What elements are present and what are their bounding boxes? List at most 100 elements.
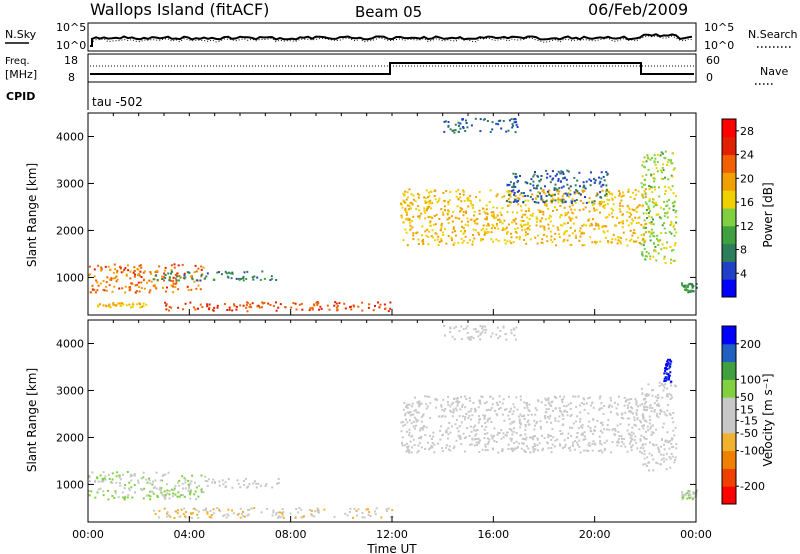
power-cell bbox=[164, 266, 167, 269]
velocity-cell bbox=[665, 414, 668, 417]
power-cell bbox=[459, 127, 462, 130]
power-cell bbox=[417, 205, 420, 208]
velocity-cell bbox=[122, 473, 125, 476]
velocity-cell bbox=[102, 480, 105, 483]
velocity-cell bbox=[462, 432, 465, 435]
velocity-cell bbox=[620, 416, 623, 419]
velocity-region-1 bbox=[204, 477, 280, 489]
velocity-cell bbox=[649, 427, 652, 430]
power-cell bbox=[116, 278, 119, 281]
power-cell bbox=[631, 218, 634, 221]
power-cell bbox=[251, 276, 254, 279]
power-cell bbox=[154, 271, 157, 273]
power-cell bbox=[607, 241, 610, 244]
velocity-cell bbox=[647, 429, 650, 432]
velocity-cell bbox=[490, 335, 492, 338]
power-cell bbox=[118, 287, 121, 290]
velocity-cell bbox=[605, 439, 608, 442]
velocity-colorbar-tick-label: -200 bbox=[740, 480, 765, 493]
velocity-cell bbox=[514, 447, 517, 450]
power-cell bbox=[272, 305, 275, 308]
power-cell bbox=[668, 207, 671, 210]
velocity-cell bbox=[479, 439, 482, 442]
power-cell bbox=[430, 201, 433, 204]
velocity-cell bbox=[255, 482, 258, 485]
power-cell bbox=[558, 187, 561, 190]
velocity-cell bbox=[281, 512, 284, 515]
power-cell bbox=[193, 280, 196, 283]
power-cell bbox=[100, 267, 103, 270]
velocity-cell bbox=[627, 423, 630, 426]
velocity-cell bbox=[544, 415, 547, 418]
power-cell bbox=[558, 236, 561, 238]
power-cell bbox=[168, 276, 171, 279]
power-cell bbox=[641, 164, 644, 167]
velocity-cell bbox=[545, 421, 548, 424]
power-cell bbox=[537, 209, 540, 212]
power-cell bbox=[584, 187, 587, 190]
velocity-cell bbox=[424, 395, 427, 398]
power-cell bbox=[170, 269, 173, 272]
power-cell bbox=[440, 238, 443, 240]
velocity-cell bbox=[583, 435, 586, 438]
velocity-cell bbox=[463, 450, 466, 453]
velocity-cell bbox=[483, 402, 486, 405]
power-cell bbox=[539, 225, 542, 228]
velocity-cell bbox=[632, 412, 634, 415]
power-cell bbox=[600, 202, 602, 205]
power-cell bbox=[114, 268, 117, 271]
power-cell bbox=[489, 189, 492, 192]
velocity-cell bbox=[457, 402, 459, 405]
power-cell bbox=[203, 277, 206, 280]
velocity-cell bbox=[666, 431, 669, 434]
power-cell bbox=[553, 188, 556, 191]
velocity-cell bbox=[457, 430, 460, 433]
velocity-cell bbox=[665, 439, 668, 442]
velocity-cell bbox=[464, 406, 467, 409]
velocity-cell bbox=[666, 360, 669, 363]
velocity-cell bbox=[529, 436, 532, 439]
power-cell bbox=[685, 288, 688, 291]
power-cell bbox=[447, 203, 450, 206]
velocity-cell bbox=[404, 412, 407, 415]
velocity-cell bbox=[102, 494, 105, 497]
power-cell bbox=[547, 192, 550, 195]
power-cell bbox=[652, 255, 655, 258]
power-cell bbox=[605, 171, 608, 174]
velocity-cell bbox=[107, 473, 110, 476]
power-cell bbox=[656, 234, 659, 237]
velocity-cell bbox=[563, 439, 566, 442]
power-cell bbox=[131, 305, 134, 308]
power-cell bbox=[457, 188, 460, 191]
power-cell bbox=[524, 199, 527, 202]
power-cell bbox=[112, 302, 115, 305]
power-cell bbox=[599, 191, 602, 194]
power-cell bbox=[588, 218, 591, 221]
power-cell bbox=[522, 192, 525, 195]
velocity-cell bbox=[152, 487, 155, 489]
power-cell bbox=[594, 179, 597, 182]
power-cell bbox=[445, 190, 448, 192]
power-cell bbox=[138, 290, 141, 293]
power-cell bbox=[513, 117, 516, 120]
power-cell bbox=[588, 201, 591, 204]
velocity-cell bbox=[402, 421, 405, 423]
power-cell bbox=[124, 291, 127, 294]
power-cell bbox=[567, 221, 569, 224]
velocity-cell bbox=[452, 411, 455, 414]
power-cell bbox=[635, 207, 638, 210]
power-cell bbox=[492, 240, 494, 243]
velocity-cell bbox=[423, 425, 426, 427]
velocity-cell bbox=[652, 469, 655, 472]
velocity-cell bbox=[309, 508, 311, 511]
velocity-cell bbox=[475, 429, 478, 432]
velocity-cell bbox=[549, 404, 552, 407]
power-cell bbox=[250, 306, 253, 309]
power-cell bbox=[208, 308, 210, 311]
velocity-cell bbox=[598, 435, 601, 438]
power-cell bbox=[199, 303, 202, 306]
velocity-cell bbox=[630, 431, 633, 434]
velocity-cell bbox=[450, 410, 452, 413]
power-cell bbox=[579, 185, 581, 188]
velocity-cell bbox=[668, 412, 671, 415]
